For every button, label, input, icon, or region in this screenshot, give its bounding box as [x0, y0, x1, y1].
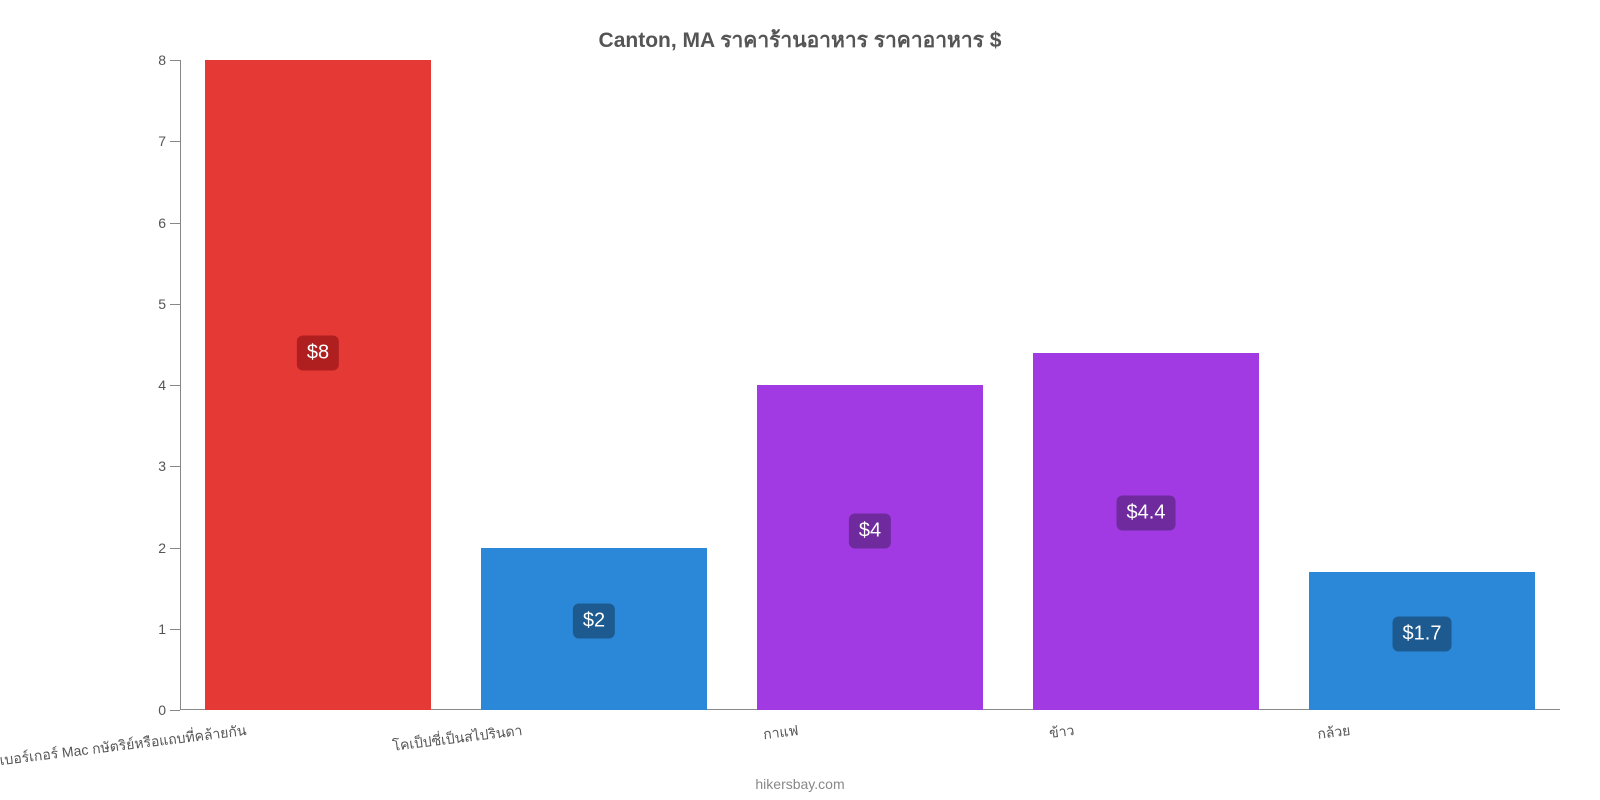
- plot-area: 012345678 เบอร์เกอร์ Mac กษัตริย์หรือแถบ…: [180, 60, 1560, 710]
- value-badge: $4: [849, 514, 891, 549]
- y-tick-label: 6: [158, 215, 166, 231]
- value-badge: $1.7: [1393, 617, 1452, 652]
- y-tick: [170, 60, 180, 61]
- x-tick-label: กาแฟ: [499, 720, 799, 778]
- chart-container: Canton, MA ราคาร้านอาหาร ราคาอาหาร $ 012…: [0, 0, 1600, 800]
- y-tick-label: 3: [158, 458, 166, 474]
- y-tick-label: 0: [158, 702, 166, 718]
- bars-group: [180, 60, 1560, 710]
- y-tick: [170, 710, 180, 711]
- y-tick-label: 2: [158, 540, 166, 556]
- y-tick-label: 4: [158, 377, 166, 393]
- y-tick: [170, 223, 180, 224]
- x-tick-label: โคเป็ปซี่เป็นสไปรินดา: [223, 720, 523, 778]
- chart-title: Canton, MA ราคาร้านอาหาร ราคาอาหาร $: [0, 0, 1600, 57]
- y-tick-label: 8: [158, 52, 166, 68]
- y-tick-label: 1: [158, 621, 166, 637]
- y-tick: [170, 548, 180, 549]
- y-tick: [170, 629, 180, 630]
- value-badge: $4.4: [1117, 496, 1176, 531]
- credit-text: hikersbay.com: [0, 776, 1600, 792]
- x-tick-label: กล้วย: [1051, 720, 1351, 778]
- value-badge: $2: [573, 603, 615, 638]
- y-tick: [170, 385, 180, 386]
- bar: [1033, 353, 1259, 711]
- x-tick-label: ข้าว: [775, 720, 1075, 778]
- y-tick-label: 5: [158, 296, 166, 312]
- y-tick-label: 7: [158, 133, 166, 149]
- bar: [205, 60, 431, 710]
- y-tick: [170, 304, 180, 305]
- value-badge: $8: [297, 335, 339, 370]
- y-tick: [170, 141, 180, 142]
- y-tick: [170, 466, 180, 467]
- x-tick-label: เบอร์เกอร์ Mac กษัตริย์หรือแถบที่คล้ายกั…: [0, 720, 248, 778]
